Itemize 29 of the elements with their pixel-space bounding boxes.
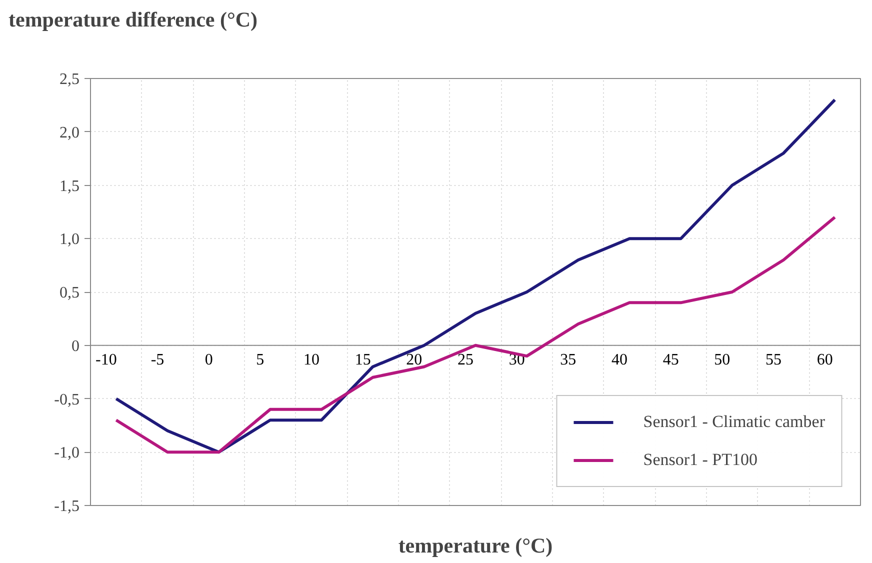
- x-tick-label: 35: [560, 351, 576, 368]
- x-tick-label: 0: [204, 351, 213, 368]
- y-tick-label: 0,5: [60, 284, 80, 302]
- x-tick-label: 45: [662, 351, 679, 368]
- legend-label: Sensor1 - PT100: [643, 450, 758, 470]
- x-tick-label: 10: [304, 351, 320, 368]
- line-series: [114, 216, 836, 454]
- y-axis-title: temperature difference (°C): [8, 8, 258, 32]
- line-series: [114, 98, 836, 454]
- y-tick-label: 2,5: [60, 71, 80, 88]
- x-tick-label: 60: [816, 351, 833, 368]
- y-tick-label: -1,0: [54, 444, 80, 462]
- y-tick-label: 0: [72, 338, 80, 355]
- y-tick-label: -0,5: [54, 391, 80, 408]
- y-tick-label: 1,0: [60, 231, 80, 248]
- y-tick-label: -1,5: [54, 498, 80, 515]
- x-tick-label: 15: [354, 351, 371, 368]
- y-tick-label: 2,0: [60, 124, 80, 142]
- x-tick-label: 55: [766, 351, 782, 368]
- x-tick-label: 40: [612, 351, 628, 368]
- legend-label: Sensor1 - Climatic camber: [643, 412, 825, 432]
- x-axis-title: temperature (°C): [398, 534, 553, 558]
- x-tick-label: -10: [96, 351, 117, 368]
- x-tick-label: -5: [150, 351, 164, 368]
- x-tick-label: 20: [406, 351, 422, 368]
- y-tick-label: 1,5: [60, 178, 80, 195]
- x-tick-label: 25: [458, 351, 474, 368]
- x-tick-label: 5: [256, 351, 264, 368]
- x-tick-label: 50: [714, 351, 730, 368]
